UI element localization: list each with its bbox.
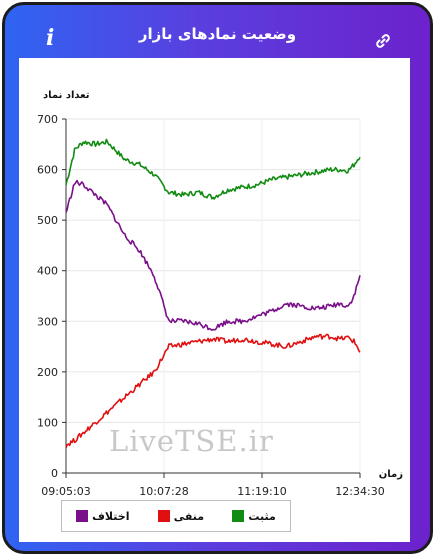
header: i وضعیت نمادهای بازار — [5, 5, 430, 59]
y-tick-label: 200 — [37, 366, 58, 379]
x-tick-label: 09:05:03 — [41, 485, 90, 498]
x-tick-label: 11:19:10 — [237, 485, 286, 498]
legend-item[interactable]: مثبت — [232, 509, 276, 523]
y-tick-label: 700 — [37, 113, 58, 126]
y-tick-label: 600 — [37, 164, 58, 177]
chart-panel: 0 100 200 300 400 500 600 700 09:05:03 10:07:28 11… — [19, 58, 410, 542]
y-tick-label: 300 — [37, 315, 58, 328]
legend-swatch — [76, 510, 89, 522]
legend-label: مثبت — [248, 509, 276, 523]
legend-item[interactable]: اختلاف — [76, 510, 129, 523]
series-line-2 — [65, 333, 361, 449]
info-icon[interactable]: i — [46, 25, 55, 51]
y-tick-label: 0 — [51, 467, 58, 480]
series-line-1 — [65, 138, 361, 200]
legend-swatch — [232, 510, 245, 522]
x-tick-label: 12:34:30 — [335, 485, 384, 498]
y-axis-label: تعداد نماد — [43, 90, 90, 101]
legend: مثبت منفی اختلاف — [61, 500, 291, 532]
x-axis-label: زمان — [379, 469, 403, 480]
x-tick-label: 10:07:28 — [139, 485, 188, 498]
page-title: وضعیت نمادهای بازار — [138, 25, 297, 43]
y-tick-label: 500 — [37, 214, 58, 227]
y-tick-label: 400 — [37, 265, 58, 278]
y-tick-label: 100 — [37, 416, 58, 429]
link-icon[interactable] — [374, 32, 392, 50]
legend-item[interactable]: منفی — [157, 509, 205, 523]
legend-label: اختلاف — [92, 509, 130, 523]
line-chart: 0 100 200 300 400 500 600 700 09:05:03 10:07:28 11… — [37, 90, 403, 498]
series-line-3 — [65, 179, 361, 332]
legend-label: منفی — [173, 509, 205, 523]
legend-swatch — [157, 510, 170, 522]
watermark: LiveTSE.ir — [109, 424, 274, 458]
